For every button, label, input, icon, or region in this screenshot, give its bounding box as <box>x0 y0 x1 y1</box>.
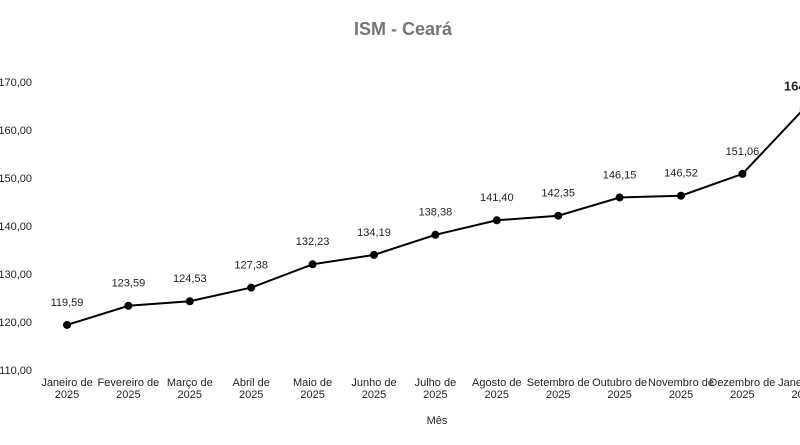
x-tick-label: Outubro de 2025 <box>592 377 647 401</box>
x-tick-label: Fevereiro de 2025 <box>98 377 160 401</box>
data-point <box>124 301 133 310</box>
x-tick-label: Março de 2025 <box>167 377 213 401</box>
data-label: 119,59 <box>51 297 84 309</box>
x-tick-label: Junho de 2025 <box>351 377 396 401</box>
x-axis-title: Mês <box>427 415 448 427</box>
data-label: 123,59 <box>112 278 146 290</box>
x-tick-label: Setembro de 2025 <box>527 377 590 401</box>
y-tick-label: 140,00 <box>0 221 32 233</box>
data-point <box>185 297 194 306</box>
data-point <box>554 211 563 220</box>
y-tick-label: 150,00 <box>0 173 32 185</box>
x-tick-label: Abril de 2025 <box>233 377 270 401</box>
data-point <box>677 191 685 200</box>
data-point <box>63 320 71 329</box>
data-label: 138,38 <box>419 207 453 219</box>
data-point <box>370 250 378 259</box>
data-label: 124,53 <box>173 273 207 285</box>
data-point <box>738 169 747 178</box>
y-tick-label: 160,00 <box>0 125 32 137</box>
x-tick-label: Agosto de 2025 <box>472 377 522 401</box>
data-point <box>247 283 256 292</box>
x-tick-label: Julho de 2025 <box>415 377 457 401</box>
y-tick-label: 120,00 <box>0 317 32 329</box>
x-tick-label: Maio de 2025 <box>293 377 332 401</box>
data-point <box>492 216 501 225</box>
y-tick-label: 130,00 <box>0 269 32 281</box>
data-label: 146,15 <box>603 169 637 181</box>
y-tick-label: 110,00 <box>0 365 32 377</box>
x-tick-label: Janeiro de 2025 <box>41 377 92 401</box>
data-label: 151,06 <box>726 146 760 158</box>
data-point <box>615 193 624 202</box>
data-label: 132,23 <box>296 236 330 248</box>
x-tick-label: Janeiro de2026 <box>778 377 800 401</box>
data-label: 164,60 <box>784 78 800 93</box>
x-tick-label: Dezembro de 2025 <box>709 377 775 401</box>
data-label: 146,52 <box>664 168 698 180</box>
y-tick-label: 170,00 <box>0 77 32 89</box>
data-label: 141,40 <box>480 192 514 204</box>
x-tick-label: Novembro de 2025 <box>648 377 714 401</box>
data-point <box>431 230 440 239</box>
data-label: 134,19 <box>357 227 391 239</box>
chart-title: ISM - Ceará <box>354 19 453 39</box>
data-point <box>308 260 317 269</box>
data-label: 142,35 <box>541 188 575 200</box>
data-label: 127,38 <box>234 259 268 271</box>
